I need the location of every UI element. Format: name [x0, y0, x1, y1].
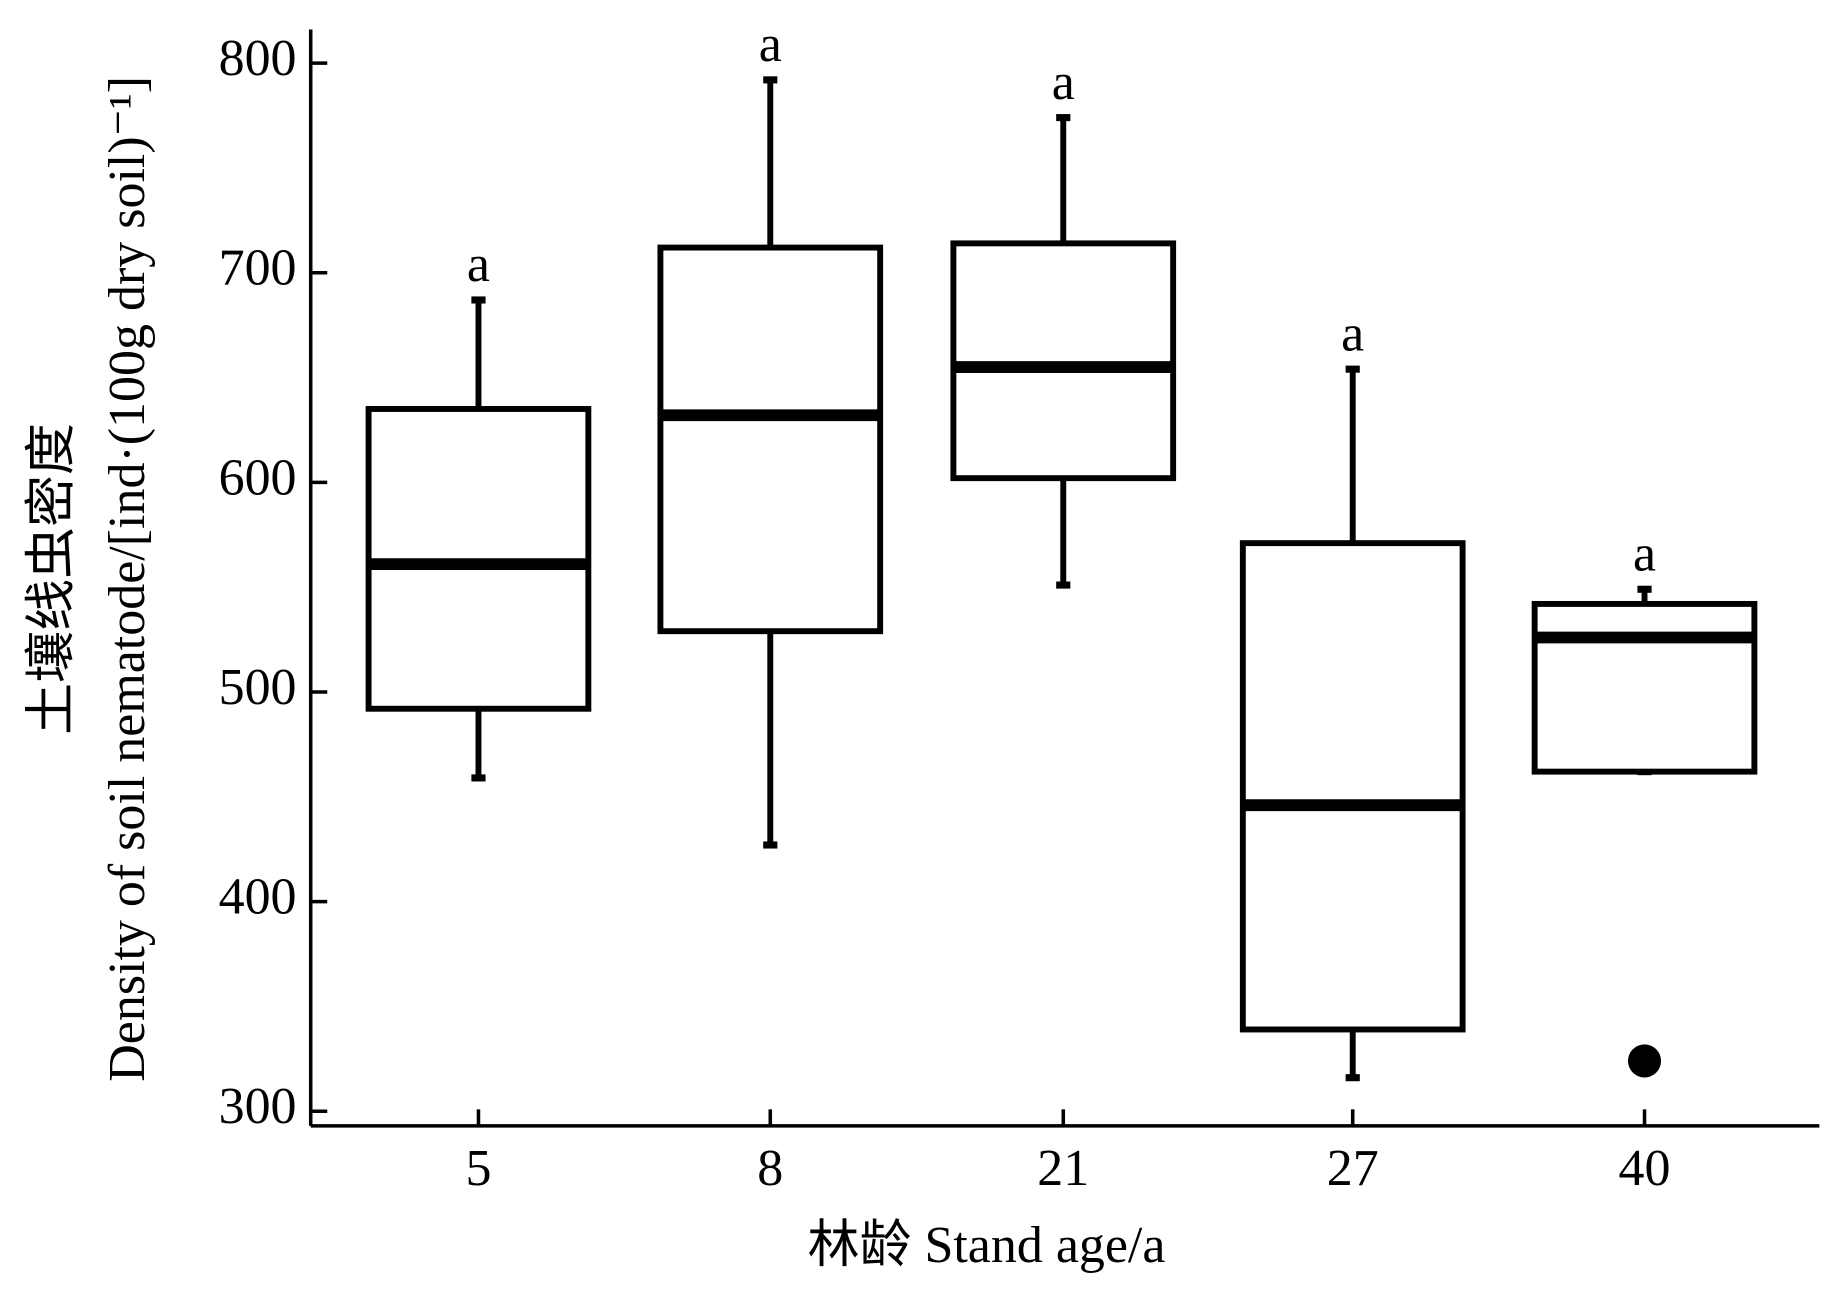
- significance-letter: a: [1052, 54, 1075, 111]
- y-tick-label: 400: [219, 869, 297, 926]
- significance-letter: a: [1633, 525, 1656, 582]
- significance-letter: a: [467, 236, 490, 293]
- x-tick-label: 8: [757, 1140, 783, 1197]
- x-tick-label: 27: [1327, 1140, 1379, 1197]
- y-tick-label: 800: [219, 30, 297, 87]
- y-tick-label: 600: [219, 449, 297, 506]
- y-axis-label-zh: 土壤线虫密度: [24, 423, 81, 735]
- x-tick-label: 40: [1619, 1140, 1671, 1197]
- x-tick-label: 5: [465, 1140, 491, 1197]
- box: [1239, 540, 1466, 1033]
- y-tick-label: 500: [219, 659, 297, 716]
- box: [950, 240, 1177, 482]
- significance-letter: a: [1341, 305, 1364, 362]
- box: [657, 244, 884, 635]
- x-axis-label: 林龄 Stand age/a: [808, 1217, 1166, 1274]
- significance-letter: a: [759, 16, 782, 73]
- outlier: [1627, 1044, 1662, 1078]
- y-tick-label: 300: [219, 1078, 297, 1135]
- y-tick-label: 700: [219, 240, 297, 297]
- x-tick-label: 21: [1037, 1140, 1089, 1197]
- y-axis-label: Density of soil nematode/[ind·(100g dry …: [99, 76, 156, 1082]
- box: [1531, 600, 1758, 775]
